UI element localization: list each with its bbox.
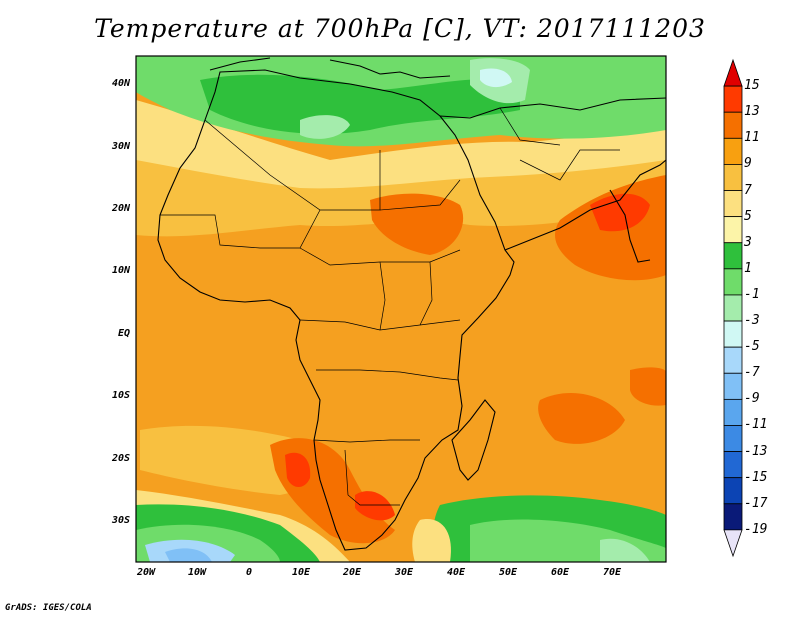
colorbar-swatch xyxy=(723,320,743,348)
colorbar-tick-label: -5 xyxy=(744,339,760,355)
colorbar-swatch xyxy=(723,346,743,374)
colorbar-tick-label: -17 xyxy=(744,495,768,511)
colorbar-swatch xyxy=(723,111,743,139)
field-cool-patch-3 xyxy=(480,68,512,88)
lon-label-10e: 10E xyxy=(291,567,311,578)
colorbar-tick-label: -15 xyxy=(744,469,768,485)
lat-label-20s: 20S xyxy=(111,453,130,464)
colorbar-swatch xyxy=(723,242,743,270)
border-egypt-sudan xyxy=(379,179,461,211)
lon-label-40e: 40E xyxy=(446,567,466,578)
border-middle-east xyxy=(499,107,561,146)
colorbar-swatch xyxy=(723,137,743,165)
field-hot-namibia xyxy=(285,452,311,487)
field-mild-southatlantic xyxy=(140,425,311,495)
colorbar-tick-label: -9 xyxy=(744,391,760,407)
lat-label-eq: EQ xyxy=(117,328,130,339)
med-north-coast xyxy=(329,59,451,79)
field-band-southeast-5 xyxy=(412,519,451,562)
colorbar-tick-label: 5 xyxy=(744,208,752,224)
border-vertical-1 xyxy=(379,261,386,331)
border-vertical-2 xyxy=(419,261,433,326)
plot-frame xyxy=(135,55,667,563)
iberia-coast xyxy=(209,57,271,71)
colorbar-swatch xyxy=(723,451,743,479)
colorbar-swatch xyxy=(723,372,743,400)
madagascar-coastline xyxy=(451,399,496,481)
grads-credit: GrADS: IGES/COLA xyxy=(5,603,92,613)
field-band-5 xyxy=(136,100,666,189)
colorbar-swatch xyxy=(723,503,743,531)
colorbar-swatch xyxy=(723,85,743,113)
colorbar xyxy=(723,58,743,558)
field-hot-arabian-sea xyxy=(590,193,650,232)
colorbar-tick-label: 13 xyxy=(744,104,760,120)
lon-label-20e: 20E xyxy=(342,567,362,578)
colorbar-tick-label: -1 xyxy=(744,286,760,302)
field-hot-southafrica xyxy=(355,491,395,521)
colorbar-tick-label: -3 xyxy=(744,313,760,329)
middle-east-coast xyxy=(439,97,666,119)
lat-label-20n: 20N xyxy=(111,203,130,214)
colorbar-tick-label: 11 xyxy=(744,130,760,146)
colorbar-tick-label: -19 xyxy=(744,521,768,537)
field-band-north-darkgreen xyxy=(200,74,520,134)
colorbar-swatch xyxy=(723,398,743,426)
africa-coastline xyxy=(157,69,515,551)
colorbar-tick-label: 15 xyxy=(744,78,760,94)
border-south-2 xyxy=(344,449,400,506)
border-south-1 xyxy=(313,439,420,443)
colorbar-tick-label: 1 xyxy=(744,260,752,276)
colorbar-tick-label: 9 xyxy=(744,156,752,172)
colorbar-swatch xyxy=(723,164,743,191)
lat-label-40n: 40N xyxy=(111,78,130,89)
map-title: Temperature at 700hPa [C], VT: 201711120… xyxy=(94,14,706,43)
colorbar-swatch xyxy=(723,216,743,244)
field-warm-east xyxy=(630,367,666,406)
arabian-coast xyxy=(504,159,666,251)
lon-label-70e: 70E xyxy=(602,567,622,578)
border-central-2 xyxy=(316,369,459,381)
lon-label-30e: 30E xyxy=(394,567,414,578)
colorbar-swatch xyxy=(723,294,743,322)
colorbar-tick-label: 3 xyxy=(744,234,752,250)
colorbar-tick-label: 7 xyxy=(744,182,752,198)
lat-label-30n: 30N xyxy=(111,141,130,152)
coastlines xyxy=(157,57,666,551)
colorbar-swatch xyxy=(723,268,743,296)
colorbar-tick-label: -13 xyxy=(744,443,768,459)
lon-label-60e: 60E xyxy=(550,567,570,578)
temperature-field xyxy=(136,56,666,562)
colorbar-tick-label: -7 xyxy=(744,365,760,381)
colorbar-swatch xyxy=(723,58,743,87)
lon-label-20w: 20W xyxy=(136,567,156,578)
field-warm-indian-ocean xyxy=(538,392,625,444)
lat-label-10s: 10S xyxy=(111,390,130,401)
india-coast xyxy=(609,189,651,263)
colorbar-swatch xyxy=(723,425,743,452)
colorbar-swatch xyxy=(723,529,743,558)
field-band-south-darkblue xyxy=(165,548,212,562)
lon-label-50e: 50E xyxy=(498,567,518,578)
colorbar-tick-label: -11 xyxy=(744,417,768,433)
border-sahel-1 xyxy=(160,209,321,249)
border-arabia xyxy=(519,149,620,181)
field-cool-patch-1 xyxy=(300,115,350,139)
colorbar-swatch xyxy=(723,190,743,218)
lon-label-0: 0 xyxy=(245,567,253,578)
colorbar-swatch xyxy=(723,477,743,505)
country-borders xyxy=(160,107,620,506)
lon-label-10w: 10W xyxy=(187,567,207,578)
lat-label-30s: 30S xyxy=(111,515,130,526)
field-band-southeast-palegreen xyxy=(600,538,650,562)
lat-label-10n: 10N xyxy=(111,265,130,276)
